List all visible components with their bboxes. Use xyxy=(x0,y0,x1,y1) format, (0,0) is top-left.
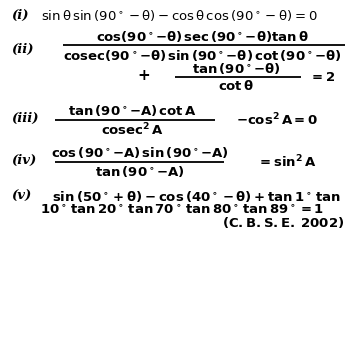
Text: $\mathbf{= sin^2\,A}$: $\mathbf{= sin^2\,A}$ xyxy=(257,153,316,170)
Text: $\mathbf{10^\circ\,tan\,20^\circ\,tan\,70^\circ\,tan\,80^\circ\,tan\,89^\circ = : $\mathbf{10^\circ\,tan\,20^\circ\,tan\,7… xyxy=(40,203,325,217)
Text: $\mathbf{= 2}$: $\mathbf{= 2}$ xyxy=(309,71,335,84)
Text: (v): (v) xyxy=(11,190,31,203)
Text: (iv): (iv) xyxy=(11,153,36,166)
Text: $\mathbf{(C.B.S.E.\;2002)}$: $\mathbf{(C.B.S.E.\;2002)}$ xyxy=(222,215,344,230)
Text: $\mathbf{+}$: $\mathbf{+}$ xyxy=(137,68,150,83)
Text: $\mathbf{cosec(90^\circ{-}\theta)\,sin\,(90^\circ{-}\theta)\,cot\,(90^\circ{-}\t: $\mathbf{cosec(90^\circ{-}\theta)\,sin\,… xyxy=(63,47,342,63)
Text: $\mathbf{tan\,(90^\circ{-}\theta)}$: $\mathbf{tan\,(90^\circ{-}\theta)}$ xyxy=(192,61,281,76)
Text: (i): (i) xyxy=(11,9,28,22)
Text: $\mathbf{- cos^2\,A = 0}$: $\mathbf{- cos^2\,A = 0}$ xyxy=(236,112,319,129)
Text: $\mathbf{cosec^2\,A}$: $\mathbf{cosec^2\,A}$ xyxy=(101,122,164,138)
Text: $\mathbf{sin\,(50^\circ + \theta) - cos\,(40^\circ - \theta) + tan\,1^\circ\,tan: $\mathbf{sin\,(50^\circ + \theta) - cos\… xyxy=(52,189,342,204)
Text: (iii): (iii) xyxy=(11,112,38,125)
Text: (ii): (ii) xyxy=(11,43,33,56)
Text: $\mathbf{tan\,(90^\circ{-}A)}$: $\mathbf{tan\,(90^\circ{-}A)}$ xyxy=(95,164,184,179)
Text: $\mathrm{sin\,\theta\,sin\,(90^\circ - \theta) - cos\,\theta\,cos\,(90^\circ - \: $\mathrm{sin\,\theta\,sin\,(90^\circ - \… xyxy=(41,8,317,23)
Text: $\mathbf{tan\,(90^\circ{-}A)\,cot\,A}$: $\mathbf{tan\,(90^\circ{-}A)\,cot\,A}$ xyxy=(68,103,197,118)
Text: $\mathbf{cos(90^\circ{-}\theta)\,sec\,(90^\circ{-}\theta)tan\,\theta}$: $\mathbf{cos(90^\circ{-}\theta)\,sec\,(9… xyxy=(96,29,309,44)
Text: $\mathbf{cot\,\theta}$: $\mathbf{cot\,\theta}$ xyxy=(218,79,254,93)
Text: $\mathbf{cos\,(90^\circ{-}A)\,sin\,(90^\circ{-}A)}$: $\mathbf{cos\,(90^\circ{-}A)\,sin\,(90^\… xyxy=(51,144,228,160)
